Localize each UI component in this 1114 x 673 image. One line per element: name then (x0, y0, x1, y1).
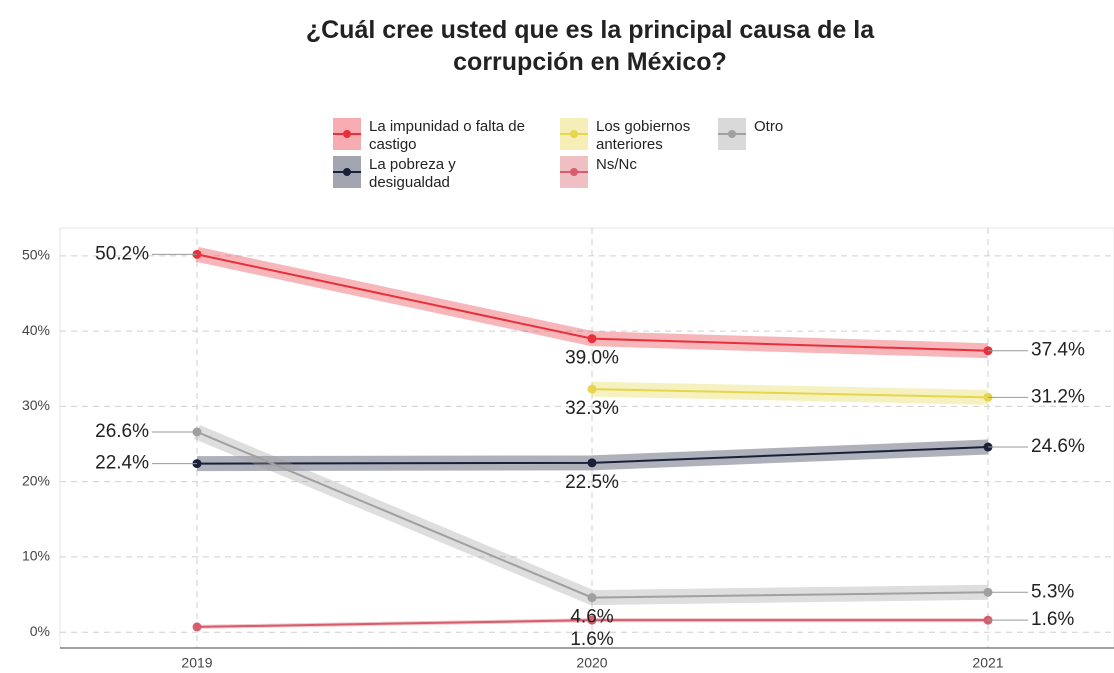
legend-label: Los gobiernos anteriores (596, 118, 691, 153)
y-tick-label: 0% (30, 623, 50, 639)
legend-label: La pobreza y desigualdad (369, 156, 456, 191)
point (587, 593, 597, 603)
point (587, 615, 597, 625)
point (587, 384, 597, 394)
legend-swatch (718, 118, 746, 150)
legend-item: Otro (718, 118, 814, 150)
data-label: 39.0% (565, 348, 619, 369)
data-label: 22.4% (95, 453, 149, 474)
y-tick-label: 20% (22, 472, 50, 488)
y-tick-label: 50% (22, 247, 50, 263)
y-tick-label: 40% (22, 322, 50, 338)
legend-item: Los gobiernos anteriores (560, 118, 716, 154)
legend-label: La impunidad o falta de castigo (369, 118, 525, 153)
x-tick-label: 2020 (576, 655, 607, 671)
point (587, 458, 597, 468)
point (192, 622, 202, 632)
data-label: 32.3% (565, 398, 619, 419)
legend-swatch (560, 118, 588, 150)
data-label: 37.4% (1031, 340, 1085, 361)
data-label: 22.5% (565, 472, 619, 493)
y-tick-label: 30% (22, 397, 50, 413)
chart-title: ¿Cuál cree usted que es la principal cau… (305, 16, 875, 76)
legend-swatch (333, 156, 361, 188)
series-line (591, 388, 989, 399)
legend-item: La impunidad o falta de castigo (333, 118, 529, 154)
plot-area (59, 227, 1114, 649)
legend-label: Otro (754, 118, 784, 135)
data-label: 5.3% (1031, 581, 1074, 602)
x-tick-label: 2019 (181, 655, 212, 671)
x-tick-label: 2021 (972, 655, 1003, 671)
data-label: 50.2% (95, 243, 149, 264)
data-label: 31.2% (1031, 386, 1085, 407)
legend-swatch (333, 118, 361, 150)
legend-label: Ns/Nc (596, 156, 637, 173)
data-label: 24.6% (1031, 436, 1085, 457)
y-tick-label: 10% (22, 548, 50, 564)
point (587, 334, 597, 344)
legend-item: La pobreza y desigualdad (333, 156, 529, 192)
data-label: 1.6% (570, 629, 613, 650)
legend-swatch (560, 156, 588, 188)
data-label: 4.6% (570, 607, 613, 628)
data-label: 1.6% (1031, 609, 1074, 630)
data-label: 26.6% (95, 421, 149, 442)
legend-item: Ns/Nc (560, 156, 716, 188)
